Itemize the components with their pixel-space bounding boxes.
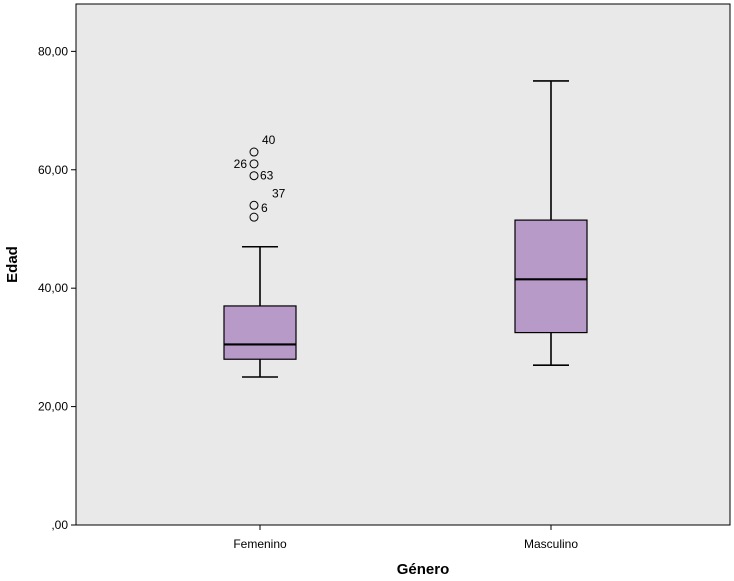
plot-area [75, 3, 731, 526]
outlier-point [249, 171, 259, 181]
y-axis: ,00 20,00 40,00 60,00 80,00 [38, 44, 76, 532]
outlier-point [249, 159, 259, 169]
y-tick-label: 80,00 [38, 44, 68, 58]
y-tick-label: 40,00 [38, 281, 68, 295]
box-iqr [514, 219, 588, 334]
x-tick-label: Femenino [233, 537, 287, 551]
boxes: 40 26 63 37 6 [223, 80, 588, 378]
y-tick-label: ,00 [51, 518, 68, 532]
y-axis-title: Edad [4, 246, 21, 283]
y-tick-label: 60,00 [38, 163, 68, 177]
outlier-point [249, 200, 259, 210]
x-axis: Femenino Masculino [233, 525, 578, 551]
x-axis-title: Género [397, 561, 450, 578]
outlier-label: 40 [262, 133, 276, 147]
outlier-label: 6 [261, 201, 268, 215]
outlier-label: 37 [272, 186, 286, 200]
box-iqr [223, 305, 297, 360]
x-tick-label: Masculino [524, 537, 578, 551]
outlier-label: 63 [260, 169, 274, 183]
outlier-label: 26 [234, 157, 248, 171]
y-tick-label: 20,00 [38, 400, 68, 414]
outlier-point [249, 212, 259, 222]
box-masculino [514, 80, 588, 366]
box-femenino: 40 26 63 37 6 [223, 133, 297, 378]
outlier-point [249, 147, 259, 157]
